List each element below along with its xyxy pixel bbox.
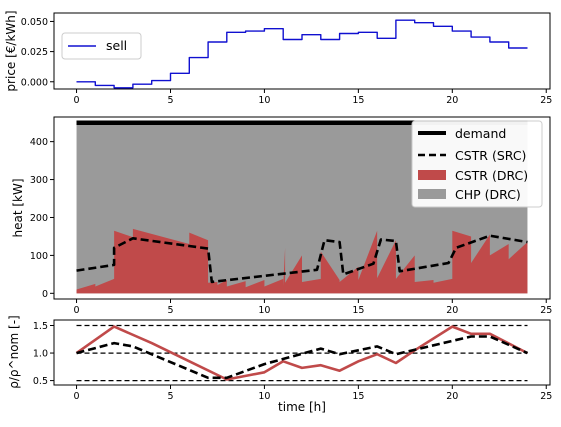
- heat-legend-swatch-chp-drc: [418, 189, 446, 199]
- heat-legend-label-cstr-drc: CSTR (DRC): [455, 168, 528, 183]
- price-plot-frame: [53, 12, 551, 90]
- heat-panel: heat [kW] demand CSTR (SRC) CSTR (DRC) C…: [11, 116, 552, 316]
- heat-legend-swatch-cstr-drc: [418, 170, 446, 180]
- heat-legend-label-cstr-src: CSTR (SRC): [455, 148, 526, 163]
- line-sell: [76, 19, 528, 89]
- rho-plot-frame: [53, 319, 551, 386]
- xtick-label: 15: [352, 95, 364, 106]
- ytick-label: 1.0: [33, 349, 48, 360]
- xtick-label: 20: [446, 391, 458, 402]
- price-panel: price [€/kWh] sell 0 5 10 15 20 25 0.000 0.025 0…: [4, 10, 552, 106]
- heat-legend-label-chp-drc: CHP (DRC): [455, 187, 521, 202]
- xtick-label: 5: [167, 95, 173, 106]
- ytick-label: 0.025: [21, 47, 48, 58]
- xtick-label: 10: [258, 305, 270, 316]
- price-ylabel: price [€/kWh]: [4, 10, 18, 91]
- xtick-label: 20: [446, 95, 458, 106]
- xtick-label: 25: [540, 391, 552, 402]
- ytick-label: 0.5: [33, 376, 48, 387]
- ytick-label: 100: [30, 251, 48, 262]
- heat-ylabel: heat [kW]: [11, 178, 25, 237]
- xtick-label: 5: [167, 305, 173, 316]
- xtick-label: 5: [167, 391, 173, 402]
- heat-legend-label-demand: demand: [455, 126, 506, 141]
- ytick-label: 0: [42, 289, 48, 300]
- ytick-label: 0.050: [21, 17, 48, 28]
- ytick-label: 1.5: [33, 321, 48, 332]
- rho-ylabel: ρ/ρ^nom [-]: [7, 315, 21, 388]
- heat-legend: demand CSTR (SRC) CSTR (DRC) CHP (DRC): [411, 120, 543, 208]
- price-legend-label-sell: sell: [106, 38, 127, 53]
- line-cstr-src: [76, 234, 528, 284]
- ytick-label: 400: [30, 137, 48, 148]
- xtick-label: 0: [74, 95, 80, 106]
- ytick-label: 0.000: [21, 77, 48, 88]
- rho-panel: ρ/ρ^nom [-] time [h] 0 5 10 15 20 25 0.5 1.0 1.5: [7, 315, 552, 414]
- xtick-label: 25: [540, 305, 552, 316]
- heat-plot-frame: [53, 116, 551, 300]
- price-legend: sell: [61, 32, 142, 60]
- line-cstr-src: [76, 335, 529, 380]
- ytick-label: 300: [30, 175, 48, 186]
- heat-legend-box: [411, 120, 543, 208]
- xtick-label: 15: [352, 305, 364, 316]
- ytick-label: 200: [30, 213, 48, 224]
- xtick-label: 20: [446, 305, 458, 316]
- line-cstr-drc: [75, 325, 529, 381]
- xtick-label: 25: [540, 95, 552, 106]
- xtick-label: 10: [258, 95, 270, 106]
- xtick-label: 0: [74, 305, 80, 316]
- xtick-label: 15: [352, 391, 364, 402]
- xtick-label: 10: [258, 391, 270, 402]
- rho-xlabel: time [h]: [278, 400, 326, 414]
- price-legend-box: [61, 32, 142, 60]
- xtick-label: 0: [74, 391, 80, 402]
